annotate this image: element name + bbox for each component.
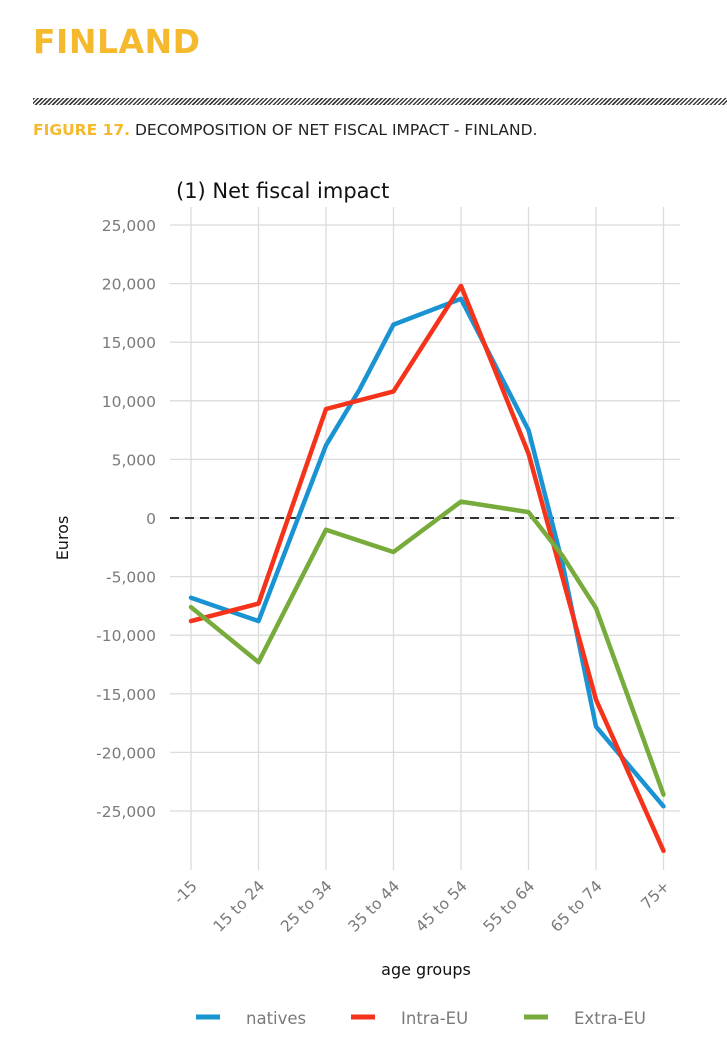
y-tick-label: 25,000 <box>102 217 156 235</box>
x-tick-label: 35 to 44 <box>345 877 404 936</box>
y-tick-label: 5,000 <box>112 451 156 469</box>
x-tick-labels: -15 15 to 24 25 to 34 35 to 44 45 to 54 55 to… <box>170 877 673 936</box>
x-tick-label: -15 <box>170 877 201 908</box>
legend-label-natives: natives <box>246 1009 306 1028</box>
x-tick-label: 65 to 74 <box>547 877 606 936</box>
y-tick-label: 20,000 <box>102 276 156 294</box>
figure-caption: FIGURE 17. DECOMPOSITION OF NET FISCAL I… <box>33 121 537 139</box>
series-line-intra-eu <box>188 283 666 854</box>
legend-label-extra-eu: Extra-EU <box>574 1009 646 1028</box>
y-tick-label: -10,000 <box>96 627 156 645</box>
y-tick-label: 0 <box>146 510 156 528</box>
chart-title: (1) Net fiscal impact <box>176 179 389 203</box>
x-tick-label: 45 to 54 <box>412 877 471 936</box>
y-axis-label: Euros <box>53 516 72 561</box>
y-tick-label: -15,000 <box>96 686 156 704</box>
x-tick-label: 55 to 64 <box>480 877 539 936</box>
series-lines <box>188 283 666 854</box>
legend: natives Intra-EU Extra-EU <box>196 1009 646 1028</box>
figure-caption-text: DECOMPOSITION OF NET FISCAL IMPACT - FIN… <box>134 121 538 139</box>
x-tick-label: 25 to 34 <box>277 877 336 936</box>
y-tick-label: -20,000 <box>96 744 156 762</box>
x-tick-label: 15 to 24 <box>210 877 269 936</box>
y-tick-label: -25,000 <box>96 803 156 821</box>
series-line-extra-eu <box>188 499 666 797</box>
figure-number: FIGURE 17. <box>33 121 131 139</box>
gridlines <box>170 207 680 870</box>
x-axis-label: age groups <box>381 960 471 979</box>
country-title: FINLAND <box>33 22 201 61</box>
y-tick-label: 15,000 <box>102 334 156 352</box>
y-tick-label: 10,000 <box>102 393 156 411</box>
legend-label-intra-eu: Intra-EU <box>401 1009 468 1028</box>
y-tick-label: -5,000 <box>106 569 156 587</box>
header-divider <box>33 98 727 105</box>
y-tick-labels: 25,000 20,000 15,000 10,000 5,000 0 -5,000 -10,… <box>96 217 156 821</box>
series-line-natives <box>188 296 666 809</box>
x-tick-label: 75+ <box>637 877 673 913</box>
